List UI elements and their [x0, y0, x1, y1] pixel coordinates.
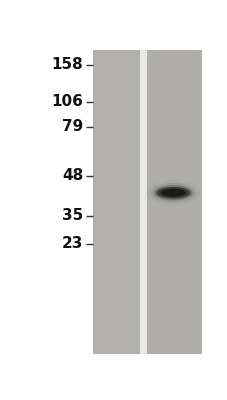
Text: 35: 35	[62, 208, 83, 223]
Ellipse shape	[150, 183, 195, 203]
Ellipse shape	[146, 180, 199, 206]
Text: 48: 48	[62, 168, 83, 183]
Bar	[139, 50, 146, 354]
Ellipse shape	[156, 187, 189, 199]
Ellipse shape	[160, 189, 185, 197]
Ellipse shape	[153, 185, 192, 200]
Text: 158: 158	[51, 58, 83, 72]
Text: 23: 23	[62, 236, 83, 251]
Text: 79: 79	[62, 119, 83, 134]
Bar	[146, 50, 201, 354]
Bar	[93, 50, 139, 354]
Text: 106: 106	[51, 94, 83, 109]
